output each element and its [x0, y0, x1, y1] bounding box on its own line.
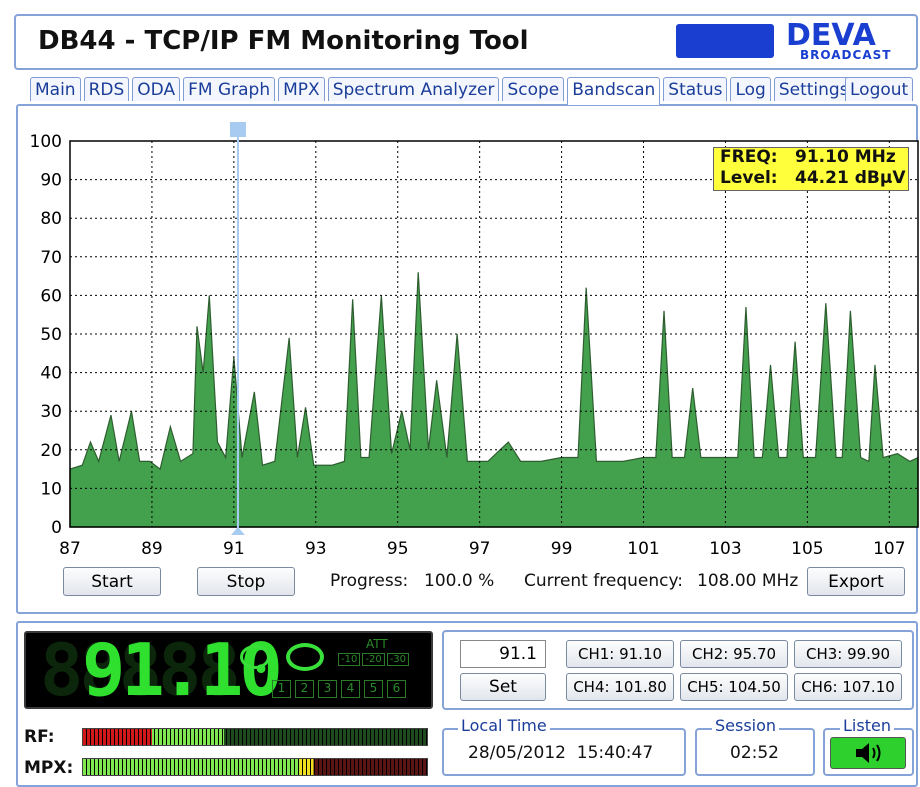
progress-label: Progress:: [330, 571, 409, 591]
tab-bar: Main RDS ODA FM Graph MPX Spectrum Analyzer Sc…: [30, 77, 854, 105]
x-tick-label: 99: [551, 539, 573, 559]
listen-label: Listen: [840, 716, 894, 735]
channel-button[interactable]: CH2: 95.70: [680, 640, 788, 668]
x-tick-label: 91: [223, 539, 245, 559]
att-levels: -10 -20 -30: [338, 653, 410, 666]
tab[interactable]: RDS: [83, 77, 130, 101]
x-tick-label: 93: [305, 539, 327, 559]
channel-button[interactable]: CH1: 91.10: [566, 640, 674, 668]
bottom-panel: [16, 621, 918, 787]
current-frequency-value: 108.00 MHz: [697, 571, 799, 591]
channel-button[interactable]: CH3: 99.90: [794, 640, 902, 668]
att-level: -20: [362, 653, 385, 666]
y-tick-label: 30: [40, 402, 62, 422]
frequency-input[interactable]: 91.1: [460, 640, 546, 668]
y-tick-label: 10: [40, 479, 62, 499]
att-level: -10: [338, 653, 361, 666]
x-tick-label: 87: [59, 539, 81, 559]
y-tick-label: 90: [40, 171, 62, 191]
freq-label: FREQ:: [720, 147, 778, 167]
local-time-label: Local Time: [458, 716, 550, 735]
local-time-box: [442, 728, 686, 776]
speaker-icon: [856, 743, 881, 763]
tab[interactable]: Log: [730, 77, 771, 101]
tab[interactable]: MPX: [278, 77, 325, 101]
preset-indicator: 1: [272, 680, 291, 698]
x-tick-label: 105: [791, 539, 823, 559]
y-tick-label: 80: [40, 209, 62, 229]
info-box: [713, 147, 909, 191]
set-button[interactable]: Set: [460, 673, 546, 701]
mpx-label: MPX:: [24, 758, 74, 778]
att-label: ATT: [366, 637, 388, 651]
rf-meter: [82, 728, 428, 746]
tab[interactable]: Spectrum Analyzer: [327, 77, 500, 101]
att-level: -30: [386, 653, 410, 666]
plot-border: [69, 140, 919, 528]
logo-text: DEVA: [786, 18, 876, 53]
session-label: Session: [712, 716, 780, 735]
tab[interactable]: Bandscan: [567, 77, 661, 105]
x-tick-label: 103: [709, 539, 741, 559]
session-value: 02:52: [730, 743, 779, 763]
preset-indicator: 5: [364, 680, 383, 698]
channel-button[interactable]: CH4: 101.80: [566, 673, 674, 701]
x-tick-label: 107: [873, 539, 905, 559]
current-frequency-label: Current frequency:: [524, 571, 684, 591]
preset-indicator: 3: [318, 680, 337, 698]
preset-indicator: 4: [341, 680, 360, 698]
y-tick-label: 50: [40, 325, 62, 345]
app-title: DB44 - TCP/IP FM Monitoring Tool: [38, 26, 529, 56]
export-button[interactable]: Export: [807, 567, 905, 596]
local-time-value: 28/05/2012 15:40:47: [468, 743, 654, 763]
x-tick-label: 95: [387, 539, 409, 559]
led-frequency: 91.10: [82, 628, 283, 712]
channel-button[interactable]: CH6: 107.10: [794, 673, 902, 701]
tab[interactable]: ODA: [132, 77, 181, 101]
logo-subtext: BROADCAST: [800, 48, 892, 62]
freq-value: 91.10 MHz: [795, 147, 896, 167]
progress-value: 100.0 %: [424, 571, 495, 591]
preset-indicator: 6: [387, 680, 406, 698]
start-button[interactable]: Start: [63, 567, 161, 596]
level-value: 44.21 dBµV: [795, 168, 906, 188]
x-tick-label: 101: [627, 539, 659, 559]
y-tick-label: 40: [40, 364, 62, 384]
logout-tab[interactable]: Logout: [845, 77, 914, 101]
rds-icon: [286, 643, 324, 671]
x-tick-label: 97: [469, 539, 491, 559]
y-tick-label: 20: [40, 441, 62, 461]
y-tick-label: 0: [51, 518, 62, 538]
led-ghost: 88888: [40, 628, 241, 712]
tab[interactable]: Main: [30, 77, 81, 101]
y-tick-label: 70: [40, 248, 62, 268]
tab[interactable]: Scope: [502, 77, 565, 101]
y-tick-label: 60: [40, 286, 62, 306]
rf-label: RF:: [24, 727, 55, 747]
bandscan-chart: 0 10 20 30 40 50 60 70 80 90 100 87 89 91 93 95 97 99 101 1…: [30, 122, 919, 559]
y-tick-label: 100: [30, 132, 62, 152]
level-label: Level:: [720, 168, 778, 188]
stereo-icon: [240, 645, 270, 669]
x-tick-label: 89: [141, 539, 163, 559]
tab[interactable]: Settings: [773, 77, 854, 101]
preset-indicator: 2: [295, 680, 314, 698]
stop-button[interactable]: Stop: [197, 567, 295, 596]
channel-button[interactable]: CH5: 104.50: [680, 673, 788, 701]
tuning-panel: [442, 630, 914, 710]
cursor-foot: [230, 527, 245, 535]
cursor-handle: [229, 122, 246, 137]
logo-mark: [676, 24, 774, 58]
mpx-meter: [82, 758, 428, 776]
tab[interactable]: FM Graph: [183, 77, 276, 101]
tab[interactable]: Status: [663, 77, 728, 101]
